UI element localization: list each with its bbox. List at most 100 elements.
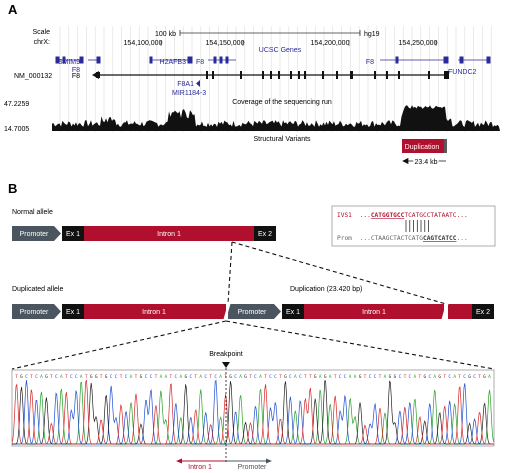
chromatogram-base: G xyxy=(423,374,426,380)
chromatogram-base: G xyxy=(483,374,486,380)
sv-title: Structural Variants xyxy=(253,136,311,143)
scale-bar: 100 kb hg19 xyxy=(155,30,380,38)
chromatogram-base: G xyxy=(45,374,48,380)
panel-a-label: A xyxy=(8,2,18,17)
zoom-line-left xyxy=(11,320,227,370)
chromatogram-base: A xyxy=(80,374,83,380)
prom-label: Prom xyxy=(337,235,352,242)
ivs-prefix: ... xyxy=(360,212,371,219)
chromatogram-base: A xyxy=(294,374,297,380)
chromatogram-base: C xyxy=(399,374,402,380)
chromatogram-base: C xyxy=(55,374,58,380)
prom-match: CAGTCATCC xyxy=(423,235,457,242)
normal-intron1 xyxy=(84,226,254,241)
chromatogram-base: C xyxy=(463,374,466,380)
position-2: 154,150,000 xyxy=(206,40,245,47)
chromatogram-base: T xyxy=(379,374,382,380)
expand-line-right xyxy=(231,241,447,305)
nm-000132-transcript xyxy=(92,71,449,79)
chromatogram-base: G xyxy=(314,374,317,380)
chromatogram-base: G xyxy=(105,374,108,380)
chromatogram-base: C xyxy=(369,374,372,380)
dup-ex1-1 xyxy=(62,304,84,319)
chromatogram-traces xyxy=(12,379,494,445)
chromatogram-base: T xyxy=(194,374,197,380)
panel-b-label: B xyxy=(8,181,17,196)
chromatogram-base: C xyxy=(448,374,451,380)
gene-mir1184: MIR1184-3 xyxy=(172,90,206,97)
zoom-line-right xyxy=(225,320,495,370)
ivs-label: IVS1 xyxy=(337,212,352,219)
duplication-bar-tip xyxy=(444,139,447,153)
dup-intron1-2-label: Intron 1 xyxy=(362,309,386,316)
ivs-rest: TCATGCCTATAATC... xyxy=(404,212,467,219)
normal-ex1-label: Ex 1 xyxy=(66,231,80,238)
chromatogram-base: C xyxy=(125,374,128,380)
coverage-title: Coverage of the sequencing run xyxy=(232,99,332,106)
position-4: 154,250,000 xyxy=(399,40,438,47)
dup-promoter-2 xyxy=(228,304,281,319)
chromatogram-base: C xyxy=(408,374,411,380)
normal-ex2 xyxy=(254,226,276,241)
f8a1-arrow xyxy=(196,80,200,87)
prom-sequence: Prom ...CTAAGCTACTCATGCAGTCATCC... xyxy=(337,235,468,242)
chromatogram-base: A xyxy=(60,374,63,380)
chromatogram-base: T xyxy=(209,374,212,380)
chromatogram-base: C xyxy=(289,374,292,380)
chromatogram-base: C xyxy=(70,374,73,380)
break-mark-1 xyxy=(222,300,232,323)
duplication-label: Duplication xyxy=(405,144,440,151)
chromatogram-base: C xyxy=(269,374,272,380)
chromatogram-base: C xyxy=(473,374,476,380)
chromatogram-base: A xyxy=(349,374,352,380)
chromatogram-base: T xyxy=(249,374,252,380)
chr-label: chrX: xyxy=(34,39,50,46)
coverage-min: 14.7005 xyxy=(4,126,29,133)
coverage-max: 47.2259 xyxy=(4,101,29,108)
chromatogram-base: T xyxy=(418,374,421,380)
chromatogram-base: C xyxy=(25,374,28,380)
position-1: 154,100,000 xyxy=(124,40,163,47)
chromatogram-base: A xyxy=(488,374,491,380)
dup-promoter-1 xyxy=(12,304,61,319)
gene-f8-left: F8 xyxy=(72,67,80,74)
ucsc-genes-title: UCSC Genes xyxy=(259,47,302,54)
normal-ex2-label: Ex 2 xyxy=(258,231,272,238)
chromatogram-base: C xyxy=(75,374,78,380)
chromatogram-base: G xyxy=(324,374,327,380)
chromatogram-base: A xyxy=(130,374,133,380)
duplication-size-arrow xyxy=(402,157,446,165)
chromatogram-base: A xyxy=(199,374,202,380)
chromatogram-base: T xyxy=(304,374,307,380)
chromatogram-base: A xyxy=(413,374,416,380)
chromatogram-base: T xyxy=(443,374,446,380)
chromatogram-base: T xyxy=(169,374,172,380)
dup-intron1-1 xyxy=(84,304,226,319)
chromatogram-base: A xyxy=(165,374,168,380)
chromatogram-base: G xyxy=(438,374,441,380)
chromatogram-base: A xyxy=(453,374,456,380)
gene-f8-right: F8 xyxy=(366,59,374,66)
ivs-sequence: IVS1 ...CATGGTGCCTCATGCCTATAATC... xyxy=(337,212,468,219)
dup-intron1-2 xyxy=(304,304,444,319)
chromatogram-base: T xyxy=(264,374,267,380)
normal-intron1-label: Intron 1 xyxy=(157,231,181,238)
gene-f8-mid: F8 xyxy=(196,59,204,66)
normal-promoter-label: Promoter xyxy=(20,231,49,238)
dup-intron1-3 xyxy=(448,304,472,319)
gene-smim9: SMIM9 xyxy=(58,59,80,66)
alignment-matches xyxy=(405,220,429,232)
ivs-match: CATGGTGCC xyxy=(371,212,405,219)
prom-suffix: ... xyxy=(457,235,468,242)
chromatogram-base: T xyxy=(50,374,53,380)
chromatogram-base: C xyxy=(35,374,38,380)
chromatogram-base: C xyxy=(254,374,257,380)
chromatogram-base: C xyxy=(110,374,113,380)
chromatogram-base: T xyxy=(309,374,312,380)
chromatogram-base: C xyxy=(174,374,177,380)
chromatogram-base: G xyxy=(244,374,247,380)
scale-label: Scale xyxy=(32,29,50,36)
gene-track-row1 xyxy=(55,56,491,64)
